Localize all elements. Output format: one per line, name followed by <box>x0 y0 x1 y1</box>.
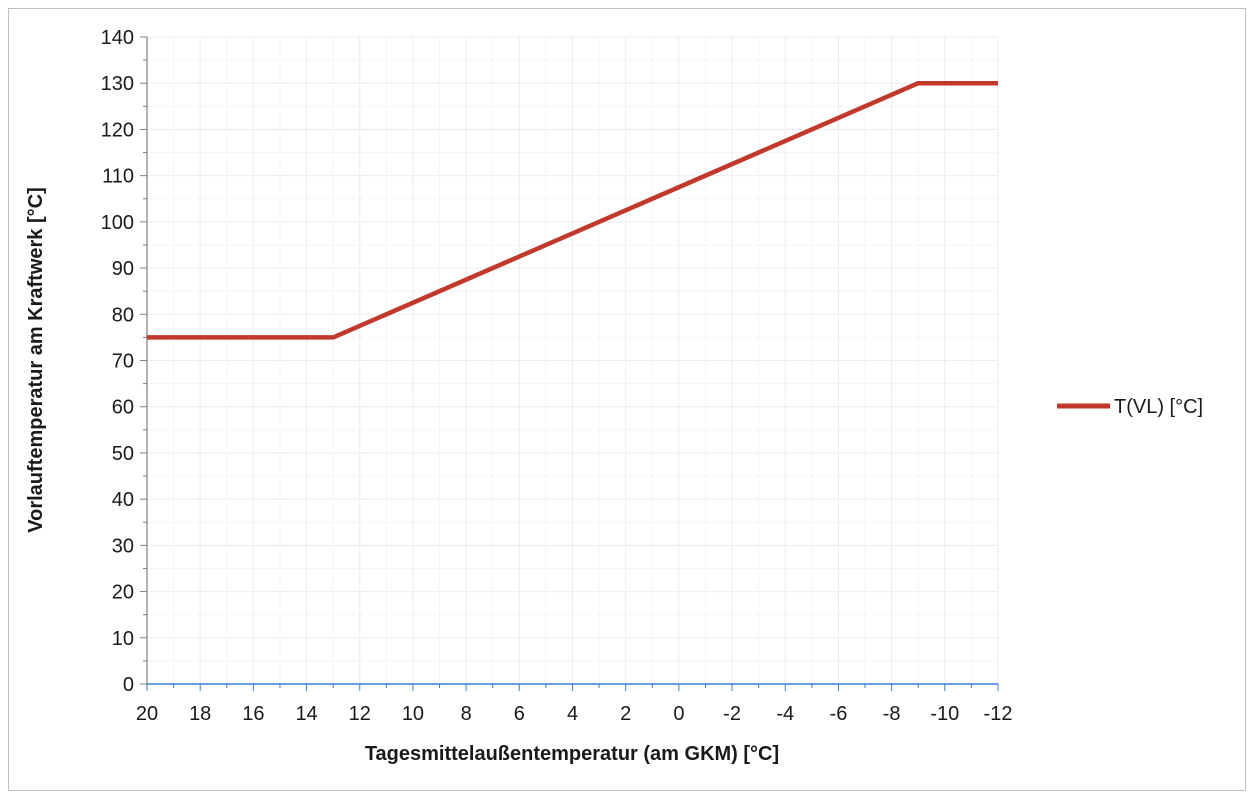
x-tick-label: -8 <box>883 703 901 725</box>
x-tick-label: 12 <box>349 703 371 725</box>
x-tick-label: 20 <box>136 703 158 725</box>
y-tick-label: 50 <box>112 443 134 465</box>
y-tick-label: 130 <box>101 73 134 95</box>
x-tick-label: -2 <box>723 703 741 725</box>
x-axis-title: Tagesmittelaußentemperatur (am GKM) [°C] <box>365 743 779 765</box>
x-tick-label: 14 <box>295 703 317 725</box>
y-tick-label: 0 <box>123 674 134 696</box>
y-tick-label: 70 <box>112 351 134 373</box>
y-tick-label: 100 <box>101 212 134 234</box>
y-tick-label: 140 <box>101 27 134 49</box>
x-tick-label: -10 <box>930 703 959 725</box>
x-tick-label: -12 <box>984 703 1013 725</box>
series-line-0 <box>147 80 998 340</box>
y-tick-label: 90 <box>112 258 134 280</box>
x-tick-label: 18 <box>189 703 211 725</box>
x-tick-label: 16 <box>242 703 264 725</box>
y-tick-label: 40 <box>112 489 134 511</box>
x-tick-label: 8 <box>461 703 472 725</box>
x-tick-label: -4 <box>776 703 794 725</box>
x-tick-label: 2 <box>620 703 631 725</box>
y-tick-label: 20 <box>112 582 134 604</box>
y-tick-label: 120 <box>101 119 134 141</box>
y-tick-label: 80 <box>112 304 134 326</box>
x-tick-label: 0 <box>673 703 684 725</box>
y-tick-label: 60 <box>112 397 134 419</box>
y-tick-label: 110 <box>102 166 134 188</box>
legend: T(VL) [°C] <box>1057 396 1203 418</box>
y-tick-label: 10 <box>112 628 134 650</box>
y-axis-ticks: 0 10 20 30 40 50 60 70 80 90 100 110 120 130 140 <box>101 27 147 696</box>
series-layer <box>147 80 998 340</box>
x-tick-label: -6 <box>830 703 848 725</box>
grid-lines <box>146 36 999 685</box>
y-tick-label: 30 <box>112 535 134 557</box>
x-tick-label: 10 <box>402 703 424 725</box>
x-tick-label: 6 <box>514 703 525 725</box>
legend-label: T(VL) [°C] <box>1114 396 1203 418</box>
x-axis-ticks: 20 18 16 14 12 10 8 6 4 2 0 -2 -4 -6 -8 -10 -12 <box>136 684 1013 725</box>
x-tick-label: 4 <box>567 703 578 725</box>
y-axis-title: Vorlauftemperatur am Kraftwerk [°C] <box>25 187 47 532</box>
